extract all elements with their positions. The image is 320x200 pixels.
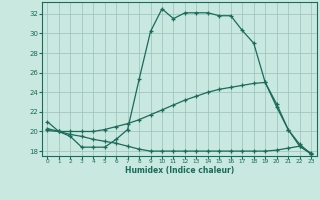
X-axis label: Humidex (Indice chaleur): Humidex (Indice chaleur) bbox=[124, 166, 234, 175]
